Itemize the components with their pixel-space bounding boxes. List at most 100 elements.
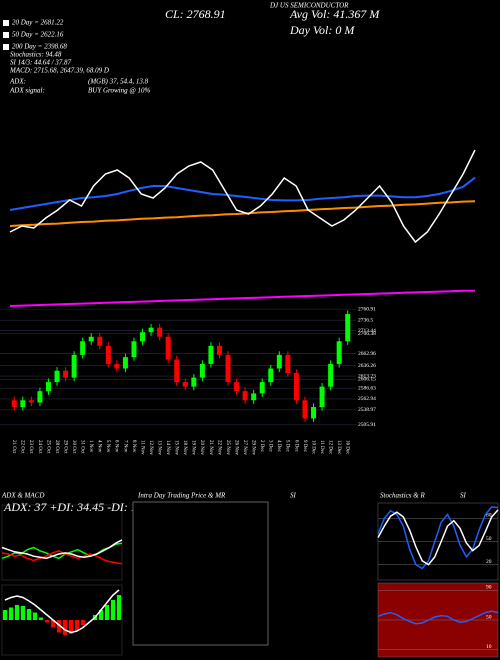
legend-swatch	[3, 44, 9, 50]
x-tick-label: 25 Nov	[225, 440, 230, 455]
candle-body	[225, 354, 231, 383]
panel-title: Stochastics & R	[380, 492, 425, 500]
y-tick-label: 2613.23	[358, 373, 376, 379]
series-line	[377, 610, 499, 625]
candle-body	[199, 363, 205, 378]
panel-frame	[132, 501, 269, 646]
x-tick-label: 23 Oct	[28, 440, 33, 454]
x-tick-label: 28 Oct	[54, 440, 59, 454]
header-line: ADX:	[9, 78, 26, 86]
candle-body	[285, 354, 291, 374]
header-line: Stochastics: 94.48	[10, 51, 62, 59]
macd-bar	[14, 605, 20, 620]
series-line	[1, 549, 123, 565]
candle-body	[191, 377, 197, 387]
macd-bar	[98, 610, 104, 620]
candle-body	[37, 391, 43, 403]
x-tick-label: 11 Dec	[319, 440, 324, 455]
x-tick-label: 21 Oct	[11, 440, 16, 454]
y-tick-label: 2636.26	[358, 363, 376, 369]
legend-swatch	[3, 32, 9, 38]
y-tick-label: 10	[486, 644, 492, 650]
x-tick-label: 24 Oct	[37, 440, 42, 454]
x-tick-label: 11 Nov	[139, 440, 144, 455]
avg-volume: Avg Vol: 41.367 M	[289, 7, 380, 21]
legend-entry: 200 Day = 2398.68	[12, 43, 67, 51]
candle-body	[140, 332, 146, 342]
x-tick-label: 7 Nov	[122, 440, 127, 453]
x-tick-label: 12 Nov	[148, 440, 153, 455]
x-tick-label: 21 Nov	[208, 440, 213, 455]
candle-body	[71, 354, 77, 378]
x-tick-label: 19 Nov	[191, 440, 196, 455]
panel-title: ADX & MACD	[1, 492, 44, 500]
candle-body	[216, 345, 222, 355]
x-tick-label: 1 Nov	[88, 440, 93, 453]
header-line: ADX signal:	[9, 87, 45, 95]
close-price: CL: 2768.91	[165, 7, 226, 21]
x-tick-label: 12 Dec	[327, 440, 332, 455]
series-line	[9, 176, 476, 211]
macd-bar	[38, 617, 44, 620]
legend-entry: 50 Day = 2622.16	[12, 31, 64, 39]
y-tick-label: 2538.97	[358, 407, 376, 413]
macd-bar	[44, 620, 50, 623]
x-tick-label: 4 Nov	[97, 440, 102, 453]
day-volume: Day Vol: 0 M	[289, 23, 355, 37]
macd-bar	[8, 607, 14, 620]
x-tick-label: 20 Nov	[199, 440, 204, 455]
series-line	[9, 149, 476, 244]
y-tick-label: 80	[486, 513, 492, 519]
series-line	[1, 539, 123, 560]
candle-body	[276, 354, 282, 369]
y-tick-label: 2562.94	[358, 396, 376, 402]
x-tick-label: 18 Nov	[182, 440, 187, 455]
x-tick-label: 29 Oct	[62, 440, 67, 454]
panel-title: Intra Day Trading Price & MR	[137, 492, 226, 500]
panel-subtitle: SI	[290, 492, 297, 500]
x-tick-label: 3 Dec	[268, 440, 273, 453]
candle-body	[345, 314, 351, 342]
y-tick-label: 50	[486, 614, 492, 620]
header-line: MACD: 2715.68, 2647.39, 68.09 D	[9, 67, 109, 75]
candle-body	[54, 370, 60, 383]
x-tick-label: 29 Nov	[251, 440, 256, 455]
candle-body	[234, 382, 240, 392]
candle-body	[97, 336, 103, 346]
y-tick-label: 2706.38	[358, 331, 376, 337]
macd-bar	[110, 600, 116, 620]
macd-bar	[26, 609, 32, 620]
candle-body	[319, 386, 325, 408]
x-tick-label: 5 Nov	[105, 440, 110, 453]
x-tick-label: 16 Dec	[345, 440, 350, 455]
macd-bar	[74, 620, 80, 630]
candle-body	[88, 336, 94, 342]
header-line: BUY Growing @ 10%	[88, 87, 151, 95]
macd-bar	[68, 620, 74, 634]
x-tick-label: 13 Dec	[336, 440, 341, 455]
panel-annotation: ADX: 37 +DI: 34.45 -DI: 15.84	[3, 500, 158, 514]
candle-body	[105, 345, 111, 364]
x-tick-label: 9 Dec	[302, 440, 307, 453]
candle-body	[208, 345, 214, 364]
candle-body	[302, 400, 308, 419]
candle-body	[131, 341, 137, 358]
series-line	[377, 509, 499, 566]
candle-body	[45, 382, 51, 392]
candle-body	[11, 400, 17, 408]
y-tick-label: 2713.44	[358, 328, 376, 334]
candle-body	[242, 391, 248, 401]
x-tick-label: 6 Dec	[293, 440, 298, 453]
y-tick-label: 2586.63	[358, 385, 376, 391]
macd-bar	[2, 610, 8, 620]
panel-frame	[1, 584, 123, 656]
macd-bar	[104, 605, 110, 620]
y-tick-label: 2505.91	[358, 422, 376, 428]
candle-body	[148, 327, 154, 333]
y-tick-label: 2736.5	[358, 317, 373, 323]
candle-body	[251, 393, 257, 401]
candle-body	[122, 357, 128, 369]
y-tick-label: 50	[486, 536, 492, 542]
x-tick-label: 13 Nov	[156, 440, 161, 455]
